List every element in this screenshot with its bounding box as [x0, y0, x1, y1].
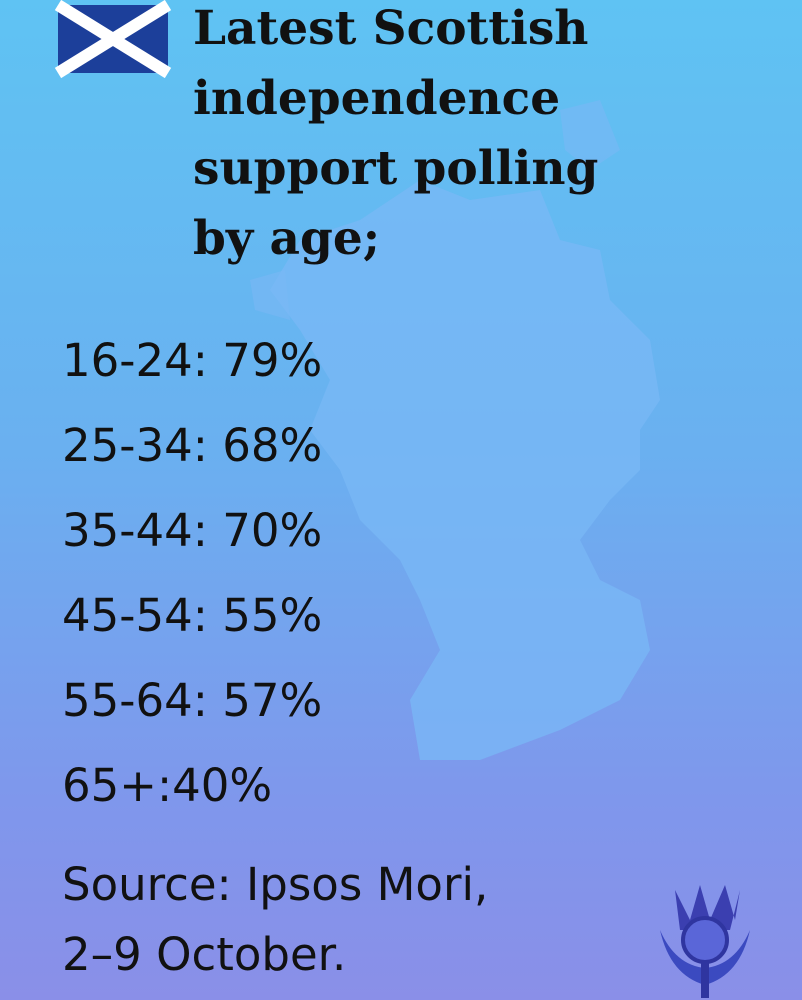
- poll-rows: 16-24: 79% 25-34: 68% 35-44: 70% 45-54: 55%…: [62, 318, 322, 828]
- thistle-icon: [660, 885, 750, 998]
- scotland-map: [270, 180, 660, 760]
- title-line: support polling: [193, 141, 599, 196]
- islands: [250, 100, 620, 320]
- source: Source: Ipsos Mori, 2–9 October.: [62, 850, 488, 990]
- poll-row: 65+:40%: [62, 759, 273, 812]
- poll-row: 16-24: 79%: [62, 334, 323, 387]
- poll-row: 55-64: 57%: [62, 674, 323, 727]
- source-line: Source: Ipsos Mori,: [62, 858, 489, 911]
- title-line: Latest Scottish: [193, 1, 589, 56]
- title: Latest Scottish independence support pol…: [193, 0, 598, 274]
- saltire-flag: [54, 0, 172, 79]
- poll-row: 45-54: 55%: [62, 589, 323, 642]
- source-line: 2–9 October.: [62, 928, 347, 981]
- poll-row: 25-34: 68%: [62, 419, 323, 472]
- title-line: by age;: [193, 211, 381, 266]
- poll-row: 35-44: 70%: [62, 504, 323, 557]
- title-line: independence: [193, 71, 561, 126]
